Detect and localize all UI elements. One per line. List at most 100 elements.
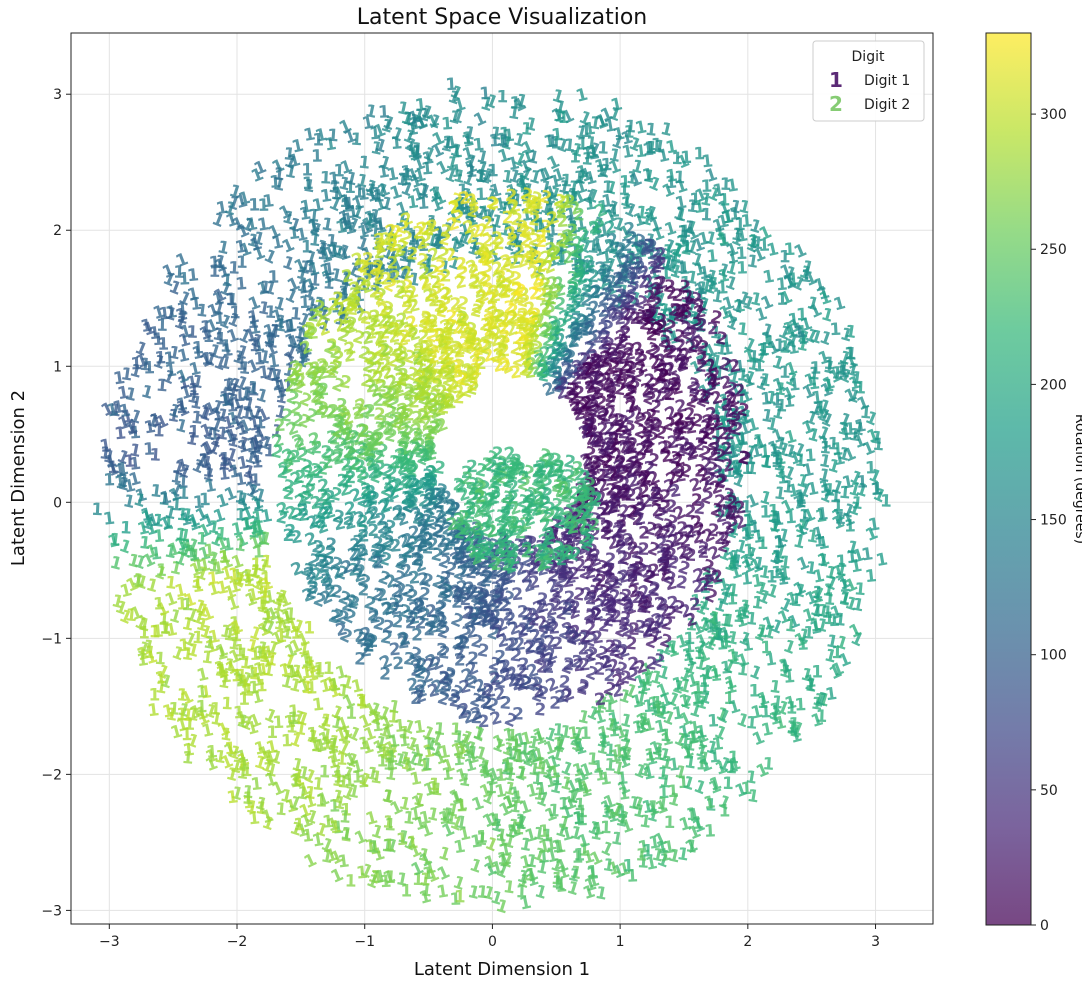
digit-1-point: 1 <box>547 801 560 822</box>
digit-1-point: 1 <box>383 836 395 856</box>
digit-1-point: 1 <box>181 595 193 615</box>
digit-1-point: 1 <box>410 143 424 164</box>
digit-1-point: 1 <box>221 694 234 715</box>
digit-2-point: 2 <box>464 364 477 385</box>
digit-2-point: 2 <box>535 589 549 610</box>
digit-1-point: 1 <box>124 605 138 626</box>
digit-2-point: 2 <box>576 364 588 384</box>
digit-1-point: 1 <box>343 771 356 792</box>
digit-1-point: 1 <box>736 659 750 680</box>
digit-1-point: 1 <box>215 329 228 349</box>
digit-1-point: 1 <box>332 767 345 788</box>
digit-1-point: 1 <box>247 313 260 334</box>
digit-1-point: 1 <box>872 435 885 456</box>
digit-1-point: 1 <box>208 253 221 274</box>
digit-1-point: 1 <box>310 736 325 758</box>
digit-1-point: 1 <box>151 511 165 532</box>
digit-2-point: 2 <box>584 607 597 628</box>
digit-2-point: 2 <box>561 599 575 620</box>
digit-1-point: 1 <box>664 137 679 159</box>
digit-2-point: 2 <box>347 427 360 448</box>
digit-1-point: 1 <box>758 442 772 463</box>
digit-1-point: 1 <box>269 306 286 328</box>
digit-1-point: 1 <box>319 725 334 747</box>
digit-1-point: 1 <box>719 207 735 229</box>
digit-1-point: 1 <box>722 672 739 694</box>
digit-1-point: 1 <box>418 869 432 890</box>
digit-1-point: 1 <box>460 199 473 219</box>
digit-1-point: 1 <box>783 692 799 714</box>
digit-1-point: 1 <box>240 461 257 483</box>
digit-1-point: 1 <box>520 119 534 140</box>
digit-1-point: 1 <box>553 820 570 842</box>
digit-2-point: 2 <box>507 635 520 656</box>
digit-1-point: 1 <box>518 852 534 874</box>
digit-1-point: 1 <box>785 698 798 718</box>
digit-1-point: 1 <box>175 398 188 419</box>
digit-2-point: 2 <box>427 535 440 556</box>
digit-2-point: 2 <box>512 705 524 725</box>
digit-1-point: 1 <box>663 813 675 833</box>
digit-1-point: 1 <box>601 178 614 198</box>
digit-1-point: 1 <box>693 740 710 763</box>
digit-1-point: 1 <box>484 769 500 791</box>
digit-1-point: 1 <box>671 149 684 169</box>
digit-1-point: 1 <box>381 723 397 745</box>
digit-1-point: 1 <box>565 187 582 210</box>
digit-1-point: 1 <box>260 569 272 589</box>
digit-2-point: 2 <box>437 668 450 689</box>
digit-2-point: 2 <box>603 435 615 455</box>
digit-1-point: 1 <box>528 206 543 228</box>
digit-1-point: 1 <box>452 727 466 748</box>
digit-1-point: 1 <box>449 890 462 910</box>
digit-1-point: 1 <box>796 305 809 325</box>
digit-2-point: 2 <box>708 439 722 460</box>
digit-1-point: 1 <box>758 451 774 473</box>
digit-1-point: 1 <box>397 730 411 751</box>
digit-1-point: 1 <box>433 719 447 740</box>
digit-1-point: 1 <box>644 138 657 159</box>
digit-1-point: 1 <box>200 317 213 337</box>
digit-2-point: 2 <box>418 264 430 284</box>
digit-2-point: 2 <box>542 657 555 678</box>
digit-1-point: 1 <box>838 576 852 597</box>
digit-1-point: 1 <box>594 265 610 287</box>
digit-1-point: 1 <box>695 754 707 774</box>
digit-1-point: 1 <box>269 172 282 193</box>
digit-2-point: 2 <box>444 393 458 414</box>
digit-2-point: 2 <box>607 344 619 364</box>
digit-1-point: 1 <box>225 787 239 808</box>
digit-2-point: 2 <box>366 605 380 626</box>
digit-1-point: 1 <box>837 588 854 610</box>
digit-2-point: 2 <box>673 409 685 429</box>
digit-2-point: 2 <box>491 229 503 249</box>
digit-1-point: 1 <box>312 131 324 151</box>
digit-2-point: 2 <box>693 498 707 519</box>
digit-1-point: 1 <box>719 627 731 647</box>
digit-2-point: 2 <box>664 385 676 405</box>
digit-1-point: 1 <box>700 205 713 225</box>
digit-1-point: 1 <box>566 189 582 211</box>
digit-2-point: 2 <box>364 482 378 503</box>
digit-1-point: 1 <box>401 109 416 130</box>
digit-1-point: 1 <box>445 75 458 96</box>
digit-2-point: 2 <box>502 605 514 625</box>
digit-1-point: 1 <box>301 826 315 847</box>
digit-1-point: 1 <box>379 872 392 893</box>
digit-1-point: 1 <box>140 636 157 658</box>
digit-2-point: 2 <box>518 222 530 242</box>
digit-1-point: 1 <box>314 238 331 261</box>
digit-1-point: 1 <box>362 207 377 229</box>
digit-1-point: 1 <box>196 543 213 565</box>
digit-2-point: 2 <box>435 640 448 661</box>
digit-2-point: 2 <box>648 342 662 363</box>
digit-1-point: 1 <box>795 334 810 356</box>
digit-1-point: 1 <box>205 742 218 763</box>
digit-1-point: 1 <box>220 271 233 292</box>
digit-2-point: 2 <box>514 329 526 349</box>
digit-1-point: 1 <box>281 731 294 751</box>
digit-1-point: 1 <box>589 823 604 845</box>
digit-2-point: 2 <box>638 523 650 543</box>
digit-2-point: 2 <box>616 286 628 306</box>
